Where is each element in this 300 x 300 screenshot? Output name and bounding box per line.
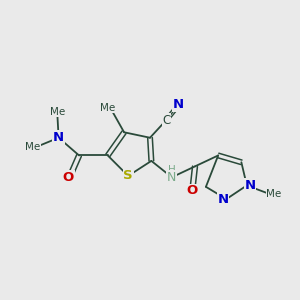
Text: H: H xyxy=(168,165,176,175)
Text: S: S xyxy=(123,169,133,182)
Text: Me: Me xyxy=(25,142,40,152)
Text: N: N xyxy=(167,171,176,184)
Text: Me: Me xyxy=(100,103,116,113)
Text: N: N xyxy=(53,131,64,144)
Text: N: N xyxy=(218,193,229,206)
Text: N: N xyxy=(244,179,256,192)
Text: O: O xyxy=(187,184,198,197)
Text: O: O xyxy=(63,171,74,184)
Text: Me: Me xyxy=(266,189,282,199)
Text: Me: Me xyxy=(50,107,65,117)
Text: C: C xyxy=(162,113,170,127)
Text: N: N xyxy=(173,98,184,112)
